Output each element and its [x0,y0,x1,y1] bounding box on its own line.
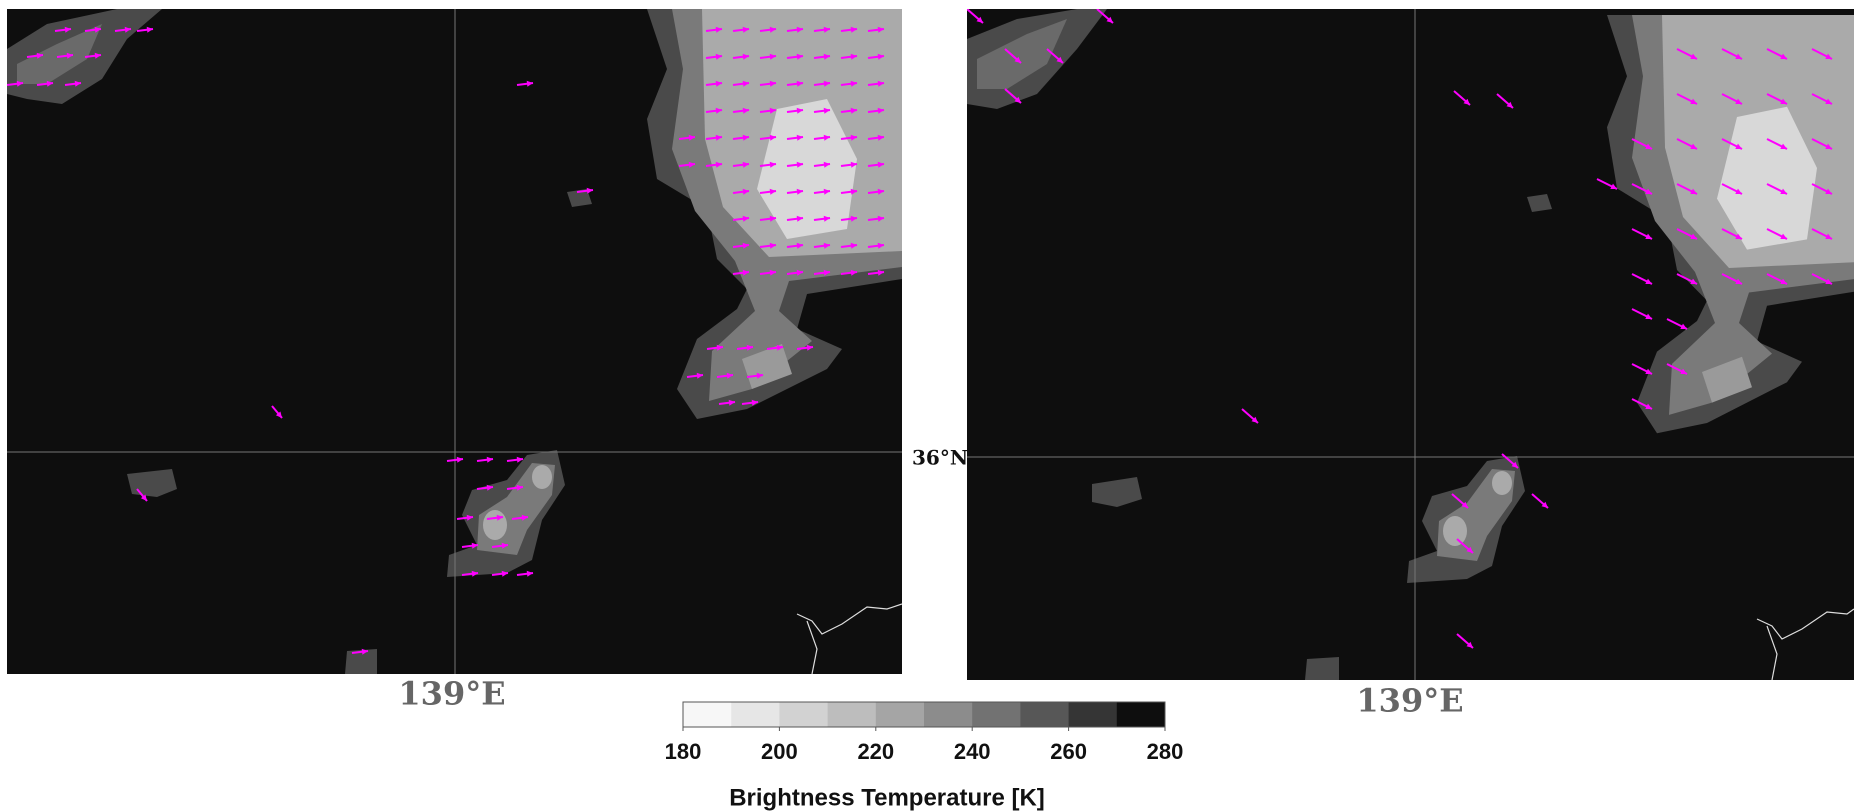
colorbar-segment [1069,702,1118,727]
map-panel-left [7,9,902,674]
colorbar-tick-label: 220 [857,739,894,764]
colorbar-segment [1117,702,1166,727]
colorbar-segment [731,702,780,727]
colorbar-segment [1020,702,1069,727]
colorbar-segment [779,702,828,727]
colorbar-tick-label: 260 [1050,739,1087,764]
page: {"panels": [{"lon_label": "139°E", "lat_… [0,0,1854,811]
colorbar-tick-label: 180 [665,739,702,764]
colorbar: 180 200 220 240 260 280 [665,702,1184,764]
colorbar-segment [924,702,973,727]
colorbar-tick-label: 240 [954,739,991,764]
colorbar-segment [828,702,877,727]
longitude-label: 139°E [1356,682,1463,720]
latitude-label: 36°N [912,446,968,470]
colorbar-segment [683,702,732,727]
figure: 139°E 36°N 139°E 180 200 220 240 260 280 Brig… [0,0,1854,811]
longitude-label: 139°E [398,675,505,713]
colorbar-segment [972,702,1021,727]
colorbar-segment [876,702,925,727]
colorbar-label: Brightness Temperature [K] [729,784,1045,811]
colorbar-tick-label: 200 [761,739,798,764]
colorbar-tick-label: 280 [1147,739,1184,764]
map-panel-right [967,9,1854,680]
